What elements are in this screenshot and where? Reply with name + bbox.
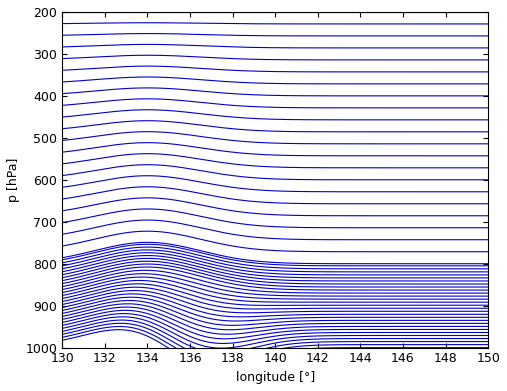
X-axis label: longitude [°]: longitude [°] xyxy=(236,371,315,384)
Y-axis label: p [hPa]: p [hPa] xyxy=(7,158,20,202)
